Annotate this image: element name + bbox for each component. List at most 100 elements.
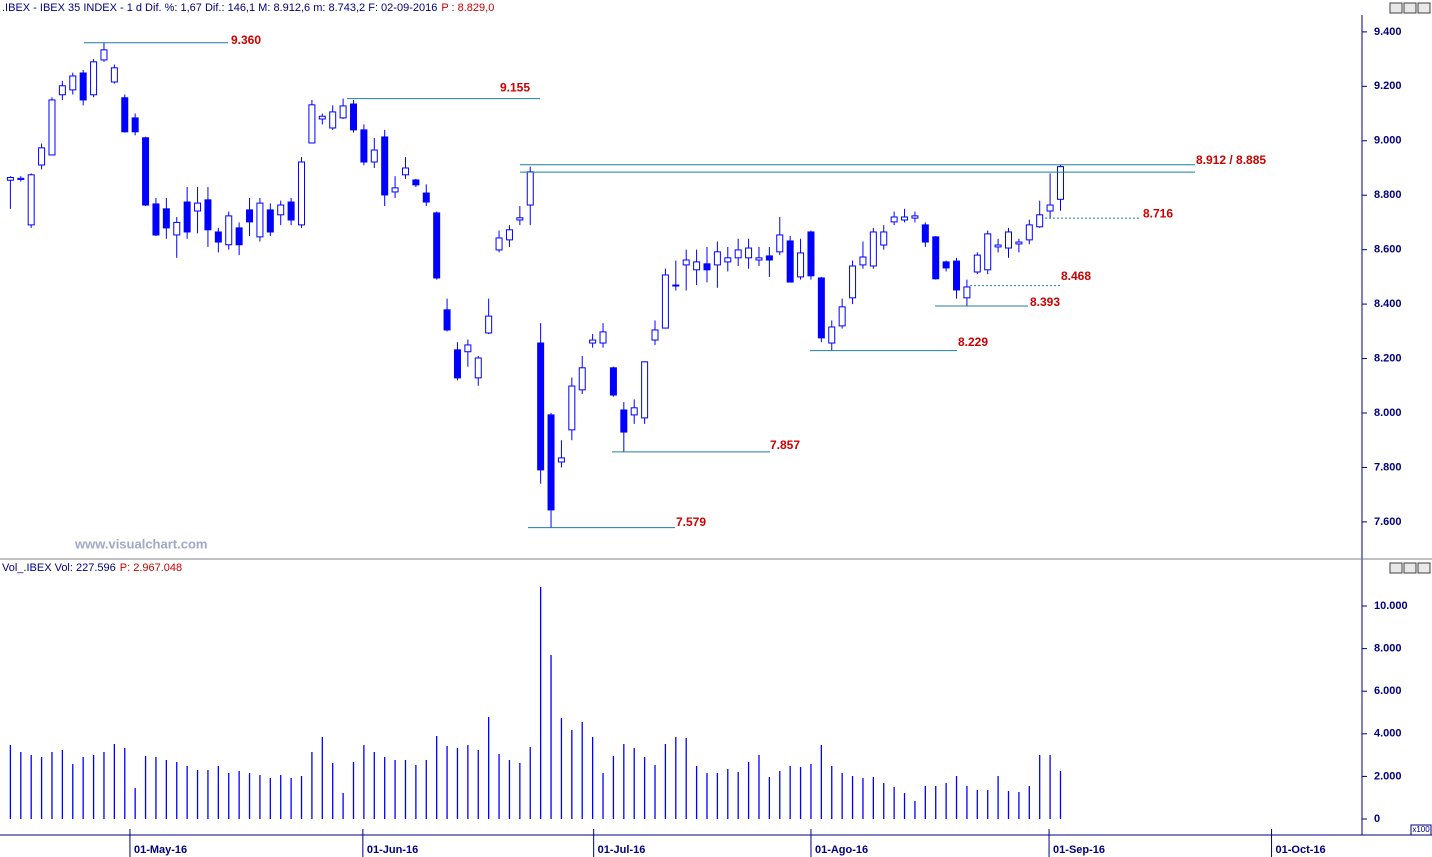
level-label: 8.229 — [958, 335, 988, 349]
x-tick-label: 01-May-16 — [134, 844, 187, 856]
y-tick-label: 2.000 — [1374, 770, 1402, 782]
volume-header: Vol_.IBEX Vol: 227.596 — [2, 562, 116, 574]
window-buttons — [1389, 2, 1431, 574]
candle-body — [526, 171, 534, 206]
candle-body — [485, 315, 493, 334]
candle-body — [838, 306, 846, 327]
level-label: 8.912 / 8.885 — [1196, 153, 1266, 167]
level-label: 9.155 — [500, 81, 530, 95]
candle-body — [401, 167, 409, 176]
candle-body — [994, 244, 1002, 248]
candle-body — [339, 105, 347, 119]
candle-body — [110, 67, 118, 83]
y-tick-label: 8.400 — [1374, 298, 1402, 310]
candle-body — [121, 97, 129, 133]
unit-box — [1410, 824, 1432, 836]
candle-body — [734, 249, 742, 259]
candle-body — [547, 414, 555, 511]
candle-body — [1056, 166, 1064, 200]
candle-body — [630, 407, 638, 416]
candle-body — [495, 237, 503, 251]
candle-body — [27, 174, 35, 226]
candle-body — [755, 257, 763, 261]
x-tick-label: 01-Jun-16 — [367, 844, 418, 856]
candle-body — [599, 331, 607, 344]
candle-body — [422, 192, 430, 203]
candle-body — [849, 265, 857, 299]
candle-body — [298, 161, 306, 226]
candle-body — [266, 209, 274, 233]
candle-body — [516, 217, 524, 221]
candle-body — [381, 136, 389, 196]
candle-body — [557, 457, 565, 463]
x-tick-label: 01-Sep-16 — [1053, 844, 1105, 856]
candle-body — [589, 339, 597, 344]
y-tick-label: 9.000 — [1374, 135, 1402, 147]
y-tick-label: 4.000 — [1374, 728, 1402, 740]
button-close[interactable] — [1417, 562, 1431, 574]
y-tick-label: 8.000 — [1374, 407, 1402, 419]
candle-body — [349, 103, 357, 131]
candle-body — [651, 329, 659, 341]
y-tick-label: 7.600 — [1374, 516, 1402, 528]
candle-body — [1046, 204, 1054, 212]
candle-body — [672, 284, 680, 287]
candle-body — [194, 202, 202, 212]
candle-body — [90, 61, 98, 96]
button-menu[interactable] — [1389, 562, 1403, 574]
candle-body — [38, 147, 46, 166]
watermark: www.visualchart.com — [74, 536, 207, 551]
y-tick-label: 0 — [1374, 813, 1380, 825]
candle-body — [786, 240, 794, 283]
y-tick-label: 9.200 — [1374, 80, 1402, 92]
candle-body — [287, 201, 295, 221]
price-header: .IBEX - IBEX 35 INDEX - 1 d Dif. %: 1,67… — [2, 2, 437, 14]
y-tick-label: 7.800 — [1374, 461, 1402, 473]
candle-body — [703, 263, 711, 271]
y-tick-label: 6.000 — [1374, 685, 1402, 697]
candle-body — [100, 49, 108, 61]
candle-body — [609, 367, 617, 396]
candle-body — [214, 231, 222, 243]
y-tick-label: 8.800 — [1374, 189, 1402, 201]
candle-body — [859, 256, 867, 266]
candle-body — [235, 227, 243, 246]
candle-body — [505, 229, 513, 241]
button-max[interactable] — [1403, 2, 1417, 14]
y-tick-label: 8.200 — [1374, 352, 1402, 364]
button-menu[interactable] — [1389, 2, 1403, 14]
candle-body — [890, 216, 898, 223]
candle-body — [1025, 224, 1033, 241]
y-tick-label: 8.000 — [1374, 643, 1402, 655]
candle-body — [797, 252, 805, 278]
candle-body — [131, 117, 139, 133]
level-label: 9.360 — [231, 33, 261, 47]
candle-body — [183, 201, 191, 233]
candle-body — [942, 261, 950, 269]
candle-body — [578, 367, 586, 391]
x-tick-label: 01-Jul-16 — [598, 844, 646, 856]
candle-body — [370, 149, 378, 163]
level-label: 8.716 — [1143, 206, 1173, 220]
candle-body — [984, 233, 992, 271]
candle-body — [817, 277, 825, 339]
candle-body — [443, 309, 451, 331]
candle-body — [152, 203, 160, 236]
candle-body — [225, 215, 233, 246]
candle-body — [963, 286, 971, 299]
candle-body — [246, 209, 254, 223]
candle-body — [142, 137, 150, 206]
button-max[interactable] — [1403, 562, 1417, 574]
button-close[interactable] — [1417, 2, 1431, 14]
candle-body — [901, 216, 909, 221]
candle-body — [828, 326, 836, 344]
y-tick-label: 9.400 — [1374, 26, 1402, 38]
candle-body — [880, 231, 888, 246]
candle-body — [433, 212, 441, 279]
candle-body — [17, 177, 25, 180]
candle-body — [537, 342, 545, 471]
candle-body — [69, 75, 77, 91]
level-label: 8.393 — [1030, 295, 1060, 309]
candle-body — [58, 85, 66, 96]
